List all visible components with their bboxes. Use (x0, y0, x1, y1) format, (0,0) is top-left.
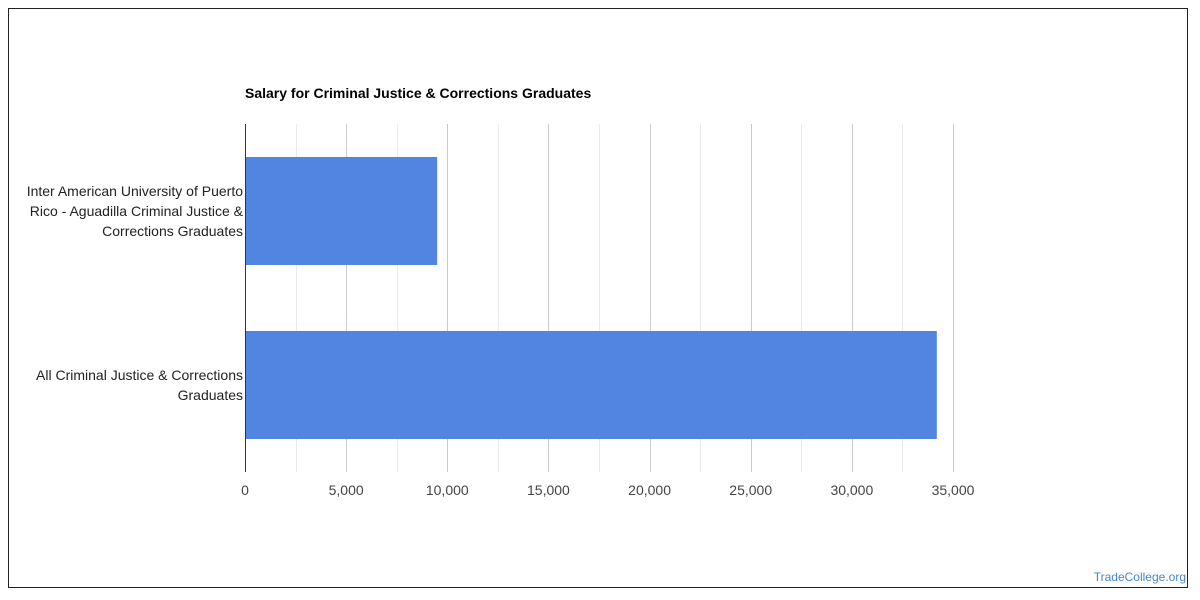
x-tick-label: 15,000 (527, 482, 570, 498)
x-tick-label: 10,000 (426, 482, 469, 498)
watermark: TradeCollege.org (1093, 570, 1186, 584)
x-tick-label: 0 (241, 482, 249, 498)
category-label-all-graduates: All Criminal Justice & Corrections Gradu… (36, 367, 243, 403)
bar-1 (245, 331, 937, 439)
x-tick-label: 5,000 (329, 482, 364, 498)
chart-frame (8, 8, 1188, 588)
x-tick-label: 25,000 (729, 482, 772, 498)
x-tick-label: 20,000 (628, 482, 671, 498)
bar-0 (245, 157, 438, 265)
x-tick-label: 35,000 (932, 482, 975, 498)
category-label-inter-american: Inter American University of Puerto Rico… (26, 183, 243, 239)
chart-title: Salary for Criminal Justice & Correction… (245, 85, 592, 101)
x-tick-label: 30,000 (830, 482, 873, 498)
